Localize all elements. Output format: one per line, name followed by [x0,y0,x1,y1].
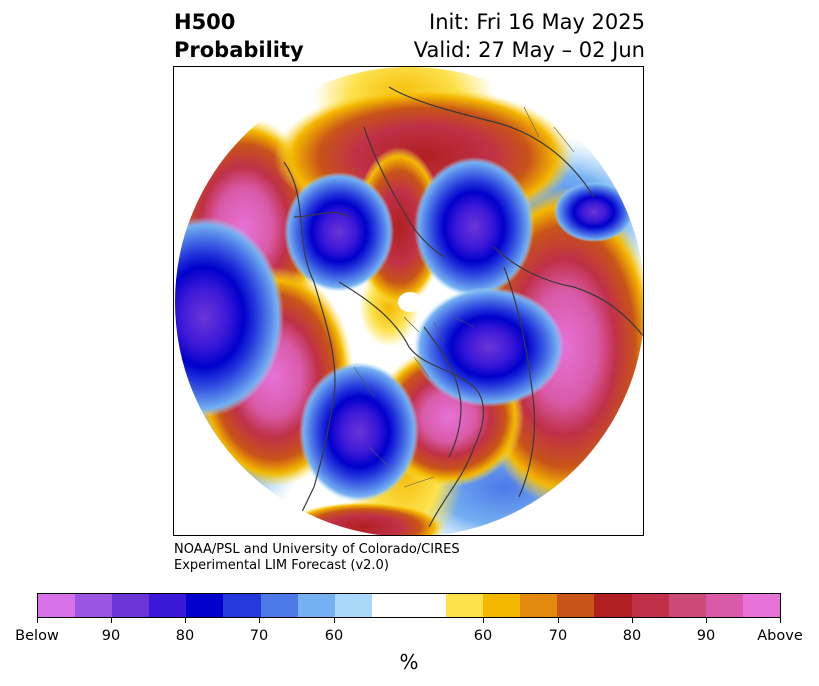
colorbar-tick-label: Below [15,628,59,644]
colorbar-cell [631,594,669,617]
colorbar-tick-label: 90 [696,628,716,644]
colorbar-cell [149,594,187,617]
colorbar-cell [260,594,298,617]
credit-line-2: Experimental LIM Forecast (v2.0) [174,558,389,573]
colorbar-tick-label: 60 [324,628,344,644]
colorbar-tick-mark [557,618,559,623]
colorbar-tick-mark [110,618,112,623]
colorbar-tick-mark [36,618,38,623]
valid-range: Valid: 27 May – 02 Jun [413,38,645,62]
title-quantity: Probability [174,38,304,62]
colorbar-tick-label: 60 [473,628,493,644]
colorbar-tick-label: 90 [101,628,121,644]
credit-line-1: NOAA/PSL and University of Colorado/CIRE… [174,542,460,557]
colorbar-cell [408,594,447,617]
colorbar-cell [38,594,76,617]
colorbar-tick-label: Above [757,628,803,644]
colorbar-cell [594,594,632,617]
colorbar-cell [520,594,558,617]
colorbar-cell [742,594,780,617]
title-variable: H500 [174,10,236,34]
colorbar-cell [371,594,409,617]
colorbar [37,593,781,618]
colorbar-cell [705,594,743,617]
colorbar-tick-mark [779,618,781,623]
colorbar-cell [483,594,521,617]
colorbar-cell [297,594,335,617]
title-left: H500 Probability [174,8,304,64]
colorbar-tick-label: 70 [249,628,269,644]
colorbar-unit-label: % [399,650,419,674]
colorbar-tick-mark [184,618,186,623]
colorbar-tick-mark [631,618,633,623]
colorbar-tick-label: 70 [548,628,568,644]
title-right: Init: Fri 16 May 2025 Valid: 27 May – 02… [414,8,645,64]
colorbar-cell [334,594,372,617]
colorbar-tick-mark [333,618,335,623]
colorbar-tick-mark [482,618,484,623]
credit-text: NOAA/PSL and University of Colorado/CIRE… [174,542,460,574]
map-panel [173,66,644,536]
colorbar-cell [112,594,150,617]
colorbar-tick-label: 80 [175,628,195,644]
colorbar-cell [75,594,113,617]
colorbar-tick-label: 80 [622,628,642,644]
colorbar-tick-mark [258,618,260,623]
colorbar-cell [186,594,224,617]
colorbar-cell [223,594,261,617]
colorbar-cell [557,594,595,617]
colorbar-cell [446,594,484,617]
init-date: Init: Fri 16 May 2025 [429,10,645,34]
colorbar-cell [668,594,706,617]
polar-stereographic-map [175,67,643,535]
colorbar-tick-mark [705,618,707,623]
